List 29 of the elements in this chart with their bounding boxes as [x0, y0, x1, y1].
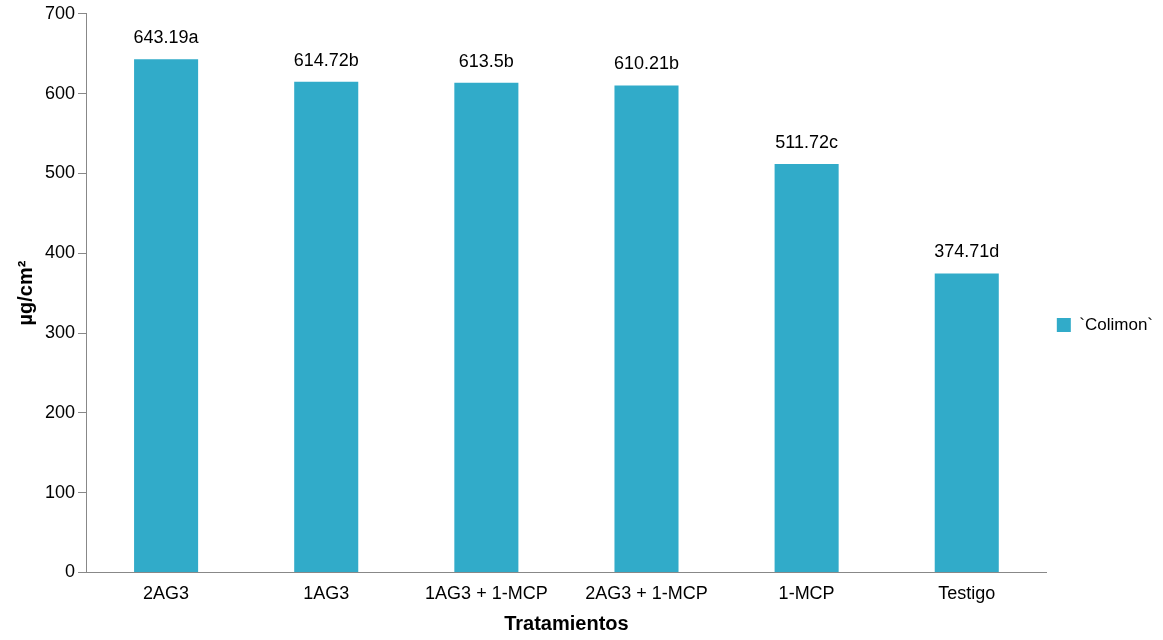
y-tick-label: 500	[44, 162, 76, 183]
x-tick-label: 1AG3 + 1-MCP	[425, 583, 548, 604]
y-tick-label: 700	[44, 2, 76, 23]
y-tick-label: 0	[65, 561, 76, 582]
x-tick-label: Testigo	[938, 583, 996, 604]
y-tick-label: 600	[44, 82, 76, 103]
y-axis-title: µg/cm²	[13, 260, 36, 326]
y-tick-label: 300	[44, 321, 76, 342]
bar	[774, 164, 839, 572]
data-label: 610.21b	[613, 53, 680, 74]
y-tick-label: 400	[44, 242, 76, 263]
x-tick-label: 1-MCP	[778, 583, 835, 604]
legend-label: `Colimon`	[1079, 314, 1154, 334]
bar	[454, 82, 519, 572]
data-label: 613.5b	[458, 50, 514, 71]
x-tick-label: 2AG3	[143, 583, 190, 604]
data-label: 374.71d	[934, 241, 1000, 262]
bar	[934, 273, 999, 572]
data-label: 614.72b	[293, 49, 359, 70]
y-tick-label: 100	[44, 481, 76, 502]
x-tick-label: 1AG3	[303, 583, 350, 604]
x-tick-label: 2AG3 + 1-MCP	[585, 583, 708, 604]
bar	[294, 81, 359, 572]
y-tick-label: 200	[44, 401, 76, 422]
x-axis-title: Tratamientos	[504, 611, 629, 634]
data-label: 511.72c	[775, 132, 838, 153]
bar	[134, 59, 199, 572]
bar	[614, 85, 679, 572]
data-label: 643.19a	[133, 27, 200, 48]
